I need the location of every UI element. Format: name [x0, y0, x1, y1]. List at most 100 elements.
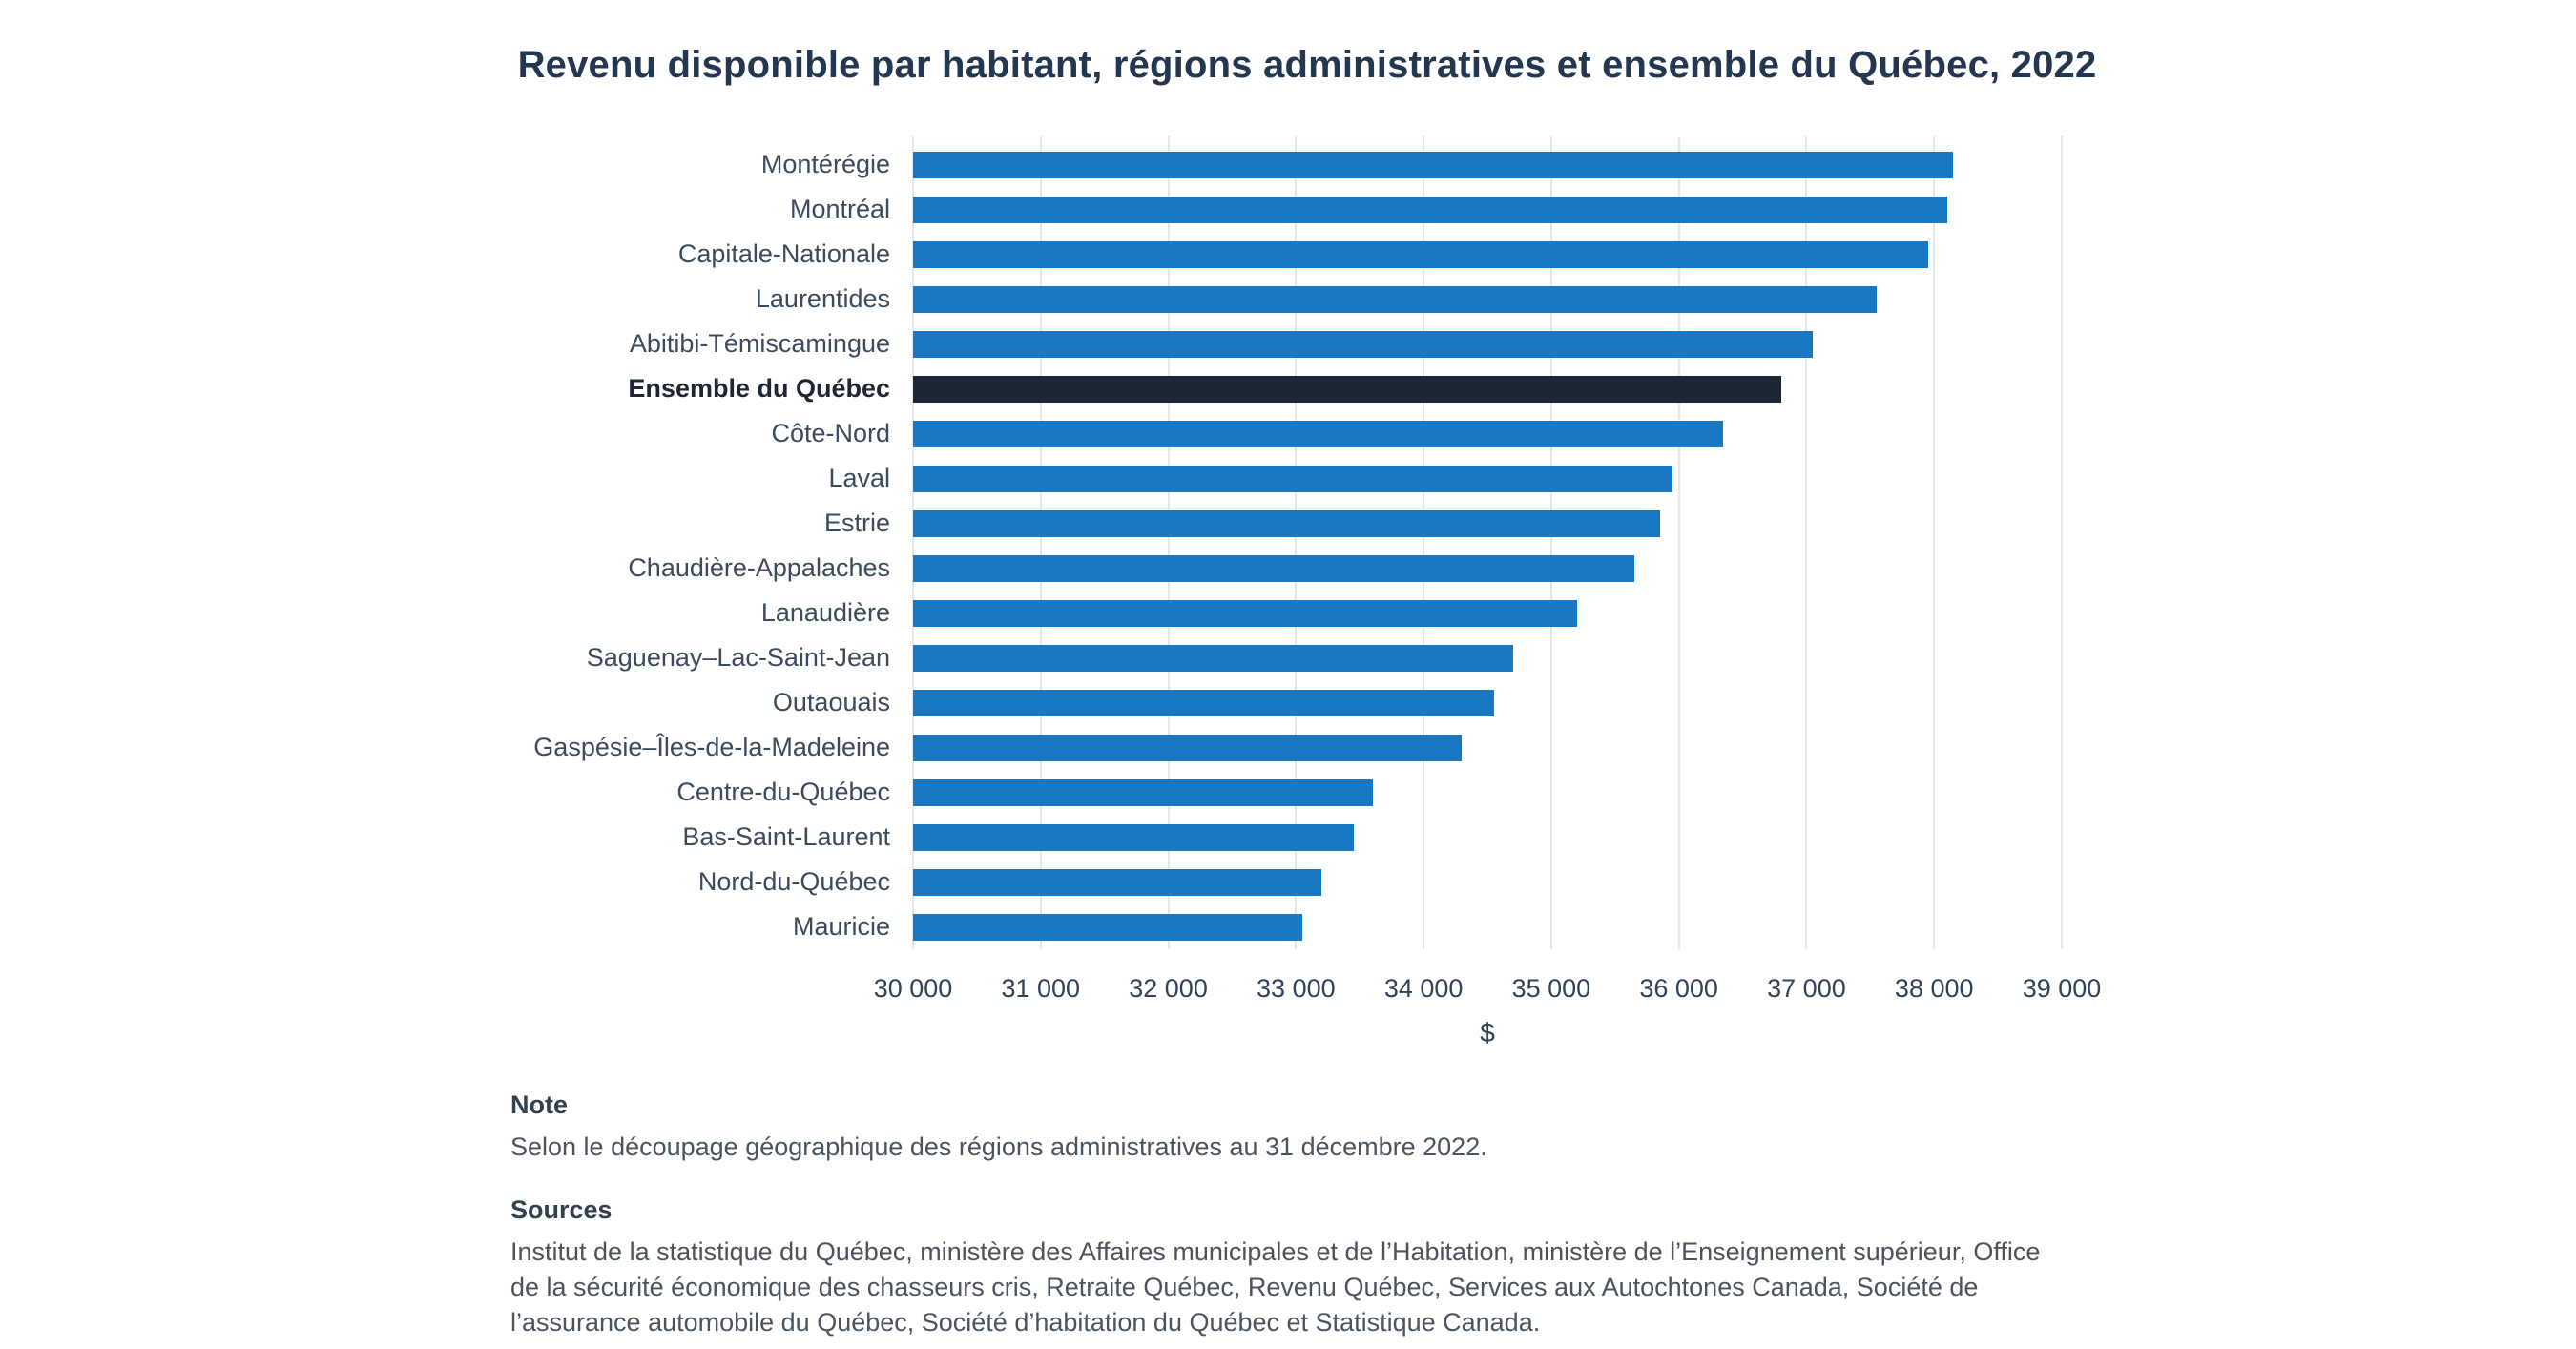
bar-track: [913, 689, 2062, 716]
bar[interactable]: [913, 420, 1724, 447]
bar-track: [913, 823, 2062, 851]
gridline: [1549, 136, 1552, 949]
gridlines: [912, 136, 2063, 949]
bar[interactable]: [913, 734, 1463, 761]
chart-row: Centre-du-Québec: [510, 770, 2062, 815]
bar[interactable]: [913, 240, 1928, 268]
bar-track: [913, 599, 2062, 627]
sources-heading: Sources: [510, 1195, 613, 1224]
notes-section: Note Selon le découpage géographique des…: [510, 1090, 2062, 1340]
chart-row: Abitibi-Témiscamingue: [510, 322, 2062, 366]
bar-track: [913, 465, 2062, 492]
bar-track: [913, 868, 2062, 896]
category-label: Laurentides: [755, 284, 890, 313]
category-label: Lanaudière: [760, 598, 890, 627]
plot-area: Montérégie Montréal Capitale-Nationale Laur…: [510, 136, 2063, 949]
bar[interactable]: [913, 868, 1322, 896]
gridline: [1295, 136, 1298, 949]
chart-row: Chaudière-Appalaches: [510, 546, 2062, 591]
category-label: Capitale-Nationale: [677, 239, 890, 268]
x-tick-label: 34 000: [1383, 974, 1464, 1003]
category-label: Centre-du-Québec: [676, 778, 890, 806]
bar[interactable]: [913, 554, 1634, 582]
bar-track: [913, 554, 2062, 582]
gridline: [1423, 136, 1425, 949]
bar[interactable]: [913, 285, 1878, 313]
x-tick-label: 30 000: [873, 974, 953, 1003]
bar[interactable]: [913, 644, 1513, 672]
bar-track: [913, 375, 2062, 403]
gridline: [1167, 136, 1170, 949]
note-heading: Note: [510, 1090, 568, 1119]
chart-row: Outaouais: [510, 680, 2062, 725]
x-tick-label: 36 000: [1639, 974, 1718, 1003]
category-label: Mauricie: [792, 912, 890, 941]
chart-row: Lanaudière: [510, 591, 2062, 635]
bar-track: [913, 644, 2062, 672]
gridline: [1677, 136, 1680, 949]
x-axis-title: $: [1480, 1018, 1495, 1048]
gridline: [1039, 136, 1042, 949]
chart-row: Saguenay–Lac-Saint-Jean: [510, 635, 2062, 680]
bar[interactable]: [913, 509, 1660, 537]
sources-text: Institut de la statistique du Québec, mi…: [510, 1237, 2041, 1337]
bar-track: [913, 734, 2062, 761]
x-tick-label: 37 000: [1767, 974, 1846, 1003]
category-label: Montréal: [789, 195, 890, 223]
chart-rows: Montérégie Montréal Capitale-Nationale Laur…: [510, 142, 2062, 949]
chart-row: Capitale-Nationale: [510, 232, 2062, 277]
chart-row: Montréal: [510, 187, 2062, 232]
chart-row: Gaspésie–Îles-de-la-Madeleine: [510, 725, 2062, 770]
bar[interactable]: [913, 330, 1814, 358]
category-label: Ensemble du Québec: [628, 374, 890, 403]
bar-track: [913, 330, 2062, 358]
x-tick-label: 31 000: [1001, 974, 1081, 1003]
category-label: Chaudière-Appalaches: [628, 553, 890, 582]
bar-track: [913, 151, 2062, 178]
x-tick-label: 33 000: [1257, 974, 1336, 1003]
chart-row: Nord-du-Québec: [510, 860, 2062, 904]
bar[interactable]: [913, 196, 1947, 223]
bar[interactable]: [913, 465, 1672, 492]
category-label: Laval: [828, 464, 890, 492]
bar[interactable]: [913, 689, 1494, 716]
bar-track: [913, 420, 2062, 447]
category-label: Abitibi-Témiscamingue: [629, 329, 890, 358]
category-label: Nord-du-Québec: [697, 867, 890, 896]
bar-track: [913, 196, 2062, 223]
gridline: [2061, 136, 2063, 949]
bar[interactable]: [913, 913, 1303, 941]
category-label: Côte-Nord: [771, 419, 890, 447]
bar[interactable]: [913, 778, 1373, 806]
x-tick-label: 35 000: [1511, 974, 1591, 1003]
sources-section: Sources Institut de la statistique du Qu…: [510, 1195, 2062, 1340]
chart-row: Bas-Saint-Laurent: [510, 815, 2062, 860]
chart-row: Côte-Nord: [510, 411, 2062, 456]
category-label: Saguenay–Lac-Saint-Jean: [586, 643, 890, 672]
page: Revenu disponible par habitant, régions …: [510, 44, 2104, 1340]
x-tick-label: 39 000: [2022, 974, 2102, 1003]
category-label: Gaspésie–Îles-de-la-Madeleine: [533, 733, 890, 761]
bar[interactable]: [913, 151, 1954, 178]
gridline: [912, 136, 914, 949]
gridline: [1933, 136, 1936, 949]
chart-row: Ensemble du Québec: [510, 366, 2062, 411]
category-label: Montérégie: [760, 150, 890, 178]
category-label: Estrie: [823, 508, 890, 537]
bar-ensemble-quebec[interactable]: [913, 375, 1781, 403]
gridline: [1805, 136, 1808, 949]
chart-row: Estrie: [510, 501, 2062, 546]
bar[interactable]: [913, 823, 1354, 851]
bar-track: [913, 285, 2062, 313]
category-label: Bas-Saint-Laurent: [682, 822, 890, 851]
bar-track: [913, 778, 2062, 806]
category-label: Outaouais: [772, 688, 890, 716]
chart-row: Montérégie: [510, 142, 2062, 187]
bar[interactable]: [913, 599, 1577, 627]
x-tick-label: 38 000: [1894, 974, 1974, 1003]
bar-track: [913, 913, 2062, 941]
note-text: Selon le découpage géographique des régi…: [510, 1132, 1487, 1161]
bar-chart: Montérégie Montréal Capitale-Nationale Laur…: [510, 136, 2104, 1048]
chart-row: Mauricie: [510, 904, 2062, 949]
x-tick-label: 32 000: [1129, 974, 1208, 1003]
